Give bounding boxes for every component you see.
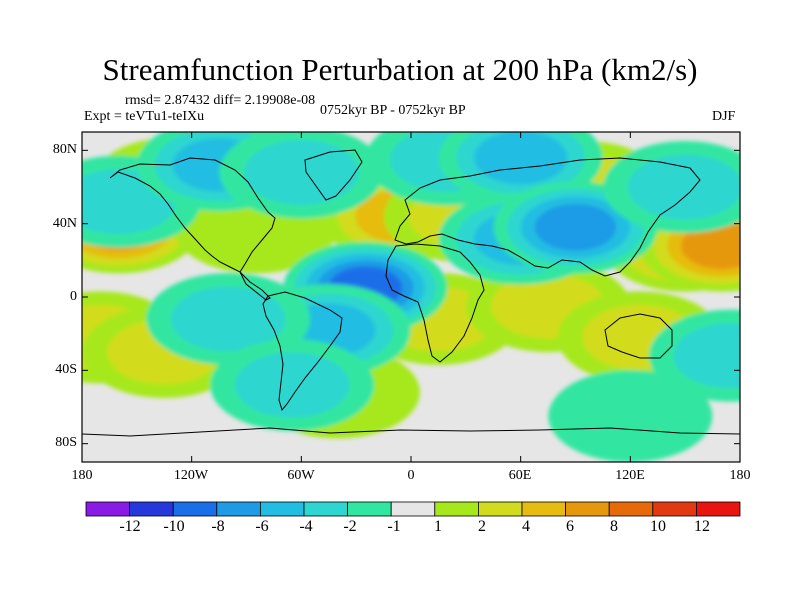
colorbar-label: -8: [211, 518, 225, 535]
central-america-coast: [239, 271, 271, 301]
colorbar-swatch: [477, 501, 523, 517]
period-label: 0752kyr BP - 0752kyr BP: [320, 103, 466, 118]
lon-label-120e: 120E: [615, 468, 645, 483]
colorbar-swatch: [259, 501, 305, 517]
lon-label-180e: 180: [729, 468, 751, 483]
colorbar-label: 6: [566, 518, 574, 535]
colorbar-swatch: [565, 501, 610, 517]
colorbar-label: 1: [434, 518, 442, 535]
colorbar-swatch: [216, 501, 261, 517]
colorbar-swatch: [652, 501, 697, 517]
negative-contour: [234, 352, 350, 418]
lat-label-0: 0: [70, 289, 77, 304]
antarctica-coast: [82, 427, 740, 437]
negative-contour: [171, 286, 286, 352]
lon-label-180w: 180: [71, 468, 93, 483]
colorbar-swatch: [303, 501, 348, 517]
colorbar-swatch: [390, 501, 436, 517]
lon-label-0: 0: [407, 468, 415, 483]
lon-label-120w: 120W: [173, 468, 209, 483]
colorbar-swatch: [172, 501, 218, 517]
lon-label-60e: 60E: [508, 468, 532, 483]
greenland-coast: [304, 149, 363, 201]
lat-label-40s: 40S: [55, 362, 77, 377]
colorbar-label: 4: [522, 518, 530, 535]
north-america-coast: [109, 157, 276, 273]
colorbar-label: 12: [694, 518, 710, 535]
colorbar-swatch: [608, 501, 654, 517]
colorbar-swatch: [521, 501, 566, 517]
lat-label-80s: 80S: [55, 435, 77, 450]
colorbar-label: -10: [163, 518, 185, 535]
season-label: DJF: [712, 109, 736, 124]
negative-contour: [474, 132, 568, 185]
colorbar-label: -4: [299, 518, 313, 535]
colorbar-label: -6: [255, 518, 269, 535]
colorbar-swatch: [434, 501, 479, 517]
colorbar-label: -2: [343, 518, 357, 535]
negative-contour: [534, 204, 617, 251]
south-america-coast: [262, 291, 343, 412]
colorbar-label: 8: [610, 518, 618, 535]
colorbar-swatch: [85, 501, 130, 517]
streamfunction-field: [82, 132, 740, 462]
colorbar-swatch: [347, 501, 392, 517]
eurasia-coast: [394, 157, 701, 277]
chart-title: Streamfunction Perturbation at 200 hPa (…: [102, 52, 698, 87]
colorbar-label: -12: [119, 518, 141, 535]
expt-label: Expt = teVTu1-teIXu: [84, 109, 205, 124]
stats-text: rmsd= 2.87432 diff= 2.19908e-08: [125, 93, 316, 108]
axis-ticks: [81, 132, 741, 462]
colorbar-label: 10: [650, 518, 666, 535]
colorbar-swatch: [696, 501, 741, 517]
africa-coast: [385, 243, 485, 363]
colorbar-label: -1: [387, 518, 401, 535]
positive-contour: [681, 222, 740, 269]
colorbar-swatch: [129, 501, 174, 517]
coastlines: [82, 149, 740, 437]
lat-label-80n: 80N: [52, 142, 77, 157]
lon-label-60w: 60W: [287, 468, 315, 483]
negative-contour: [673, 323, 740, 389]
australia-coast: [604, 313, 673, 359]
colorbar: [85, 501, 741, 517]
negative-contour: [627, 154, 740, 220]
lat-label-40n: 40N: [52, 216, 77, 231]
negative-contour: [548, 370, 713, 462]
negative-contour: [244, 139, 359, 205]
colorbar-label: 2: [478, 518, 486, 535]
